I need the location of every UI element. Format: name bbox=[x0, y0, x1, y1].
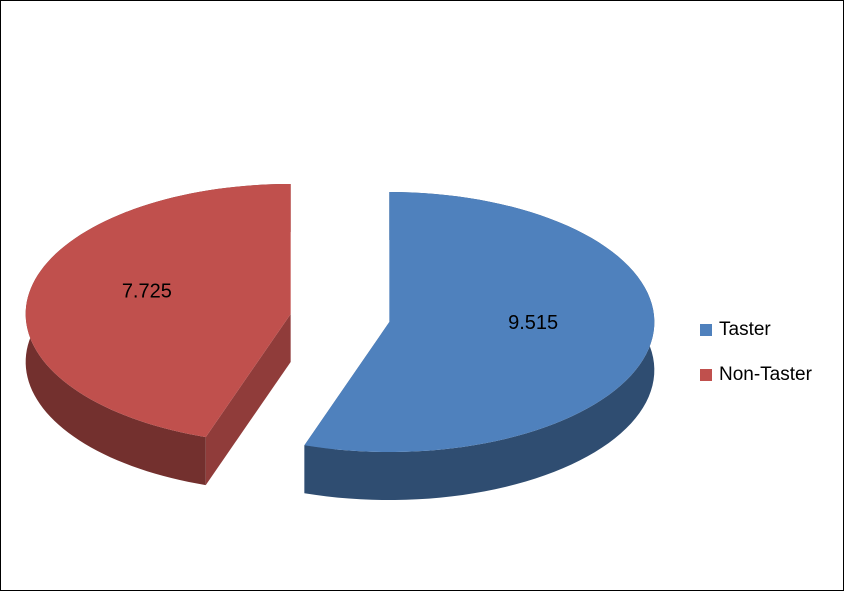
legend-swatch bbox=[700, 369, 712, 381]
legend-label: Non-Taster bbox=[719, 364, 813, 385]
slice bbox=[304, 192, 655, 453]
legend-swatch bbox=[700, 324, 712, 336]
data-label: 9.515 bbox=[508, 312, 558, 334]
data-label: 7.725 bbox=[122, 281, 172, 303]
slice bbox=[25, 183, 291, 438]
legend-label: Taster bbox=[719, 319, 771, 340]
slice-wall bbox=[205, 313, 291, 486]
